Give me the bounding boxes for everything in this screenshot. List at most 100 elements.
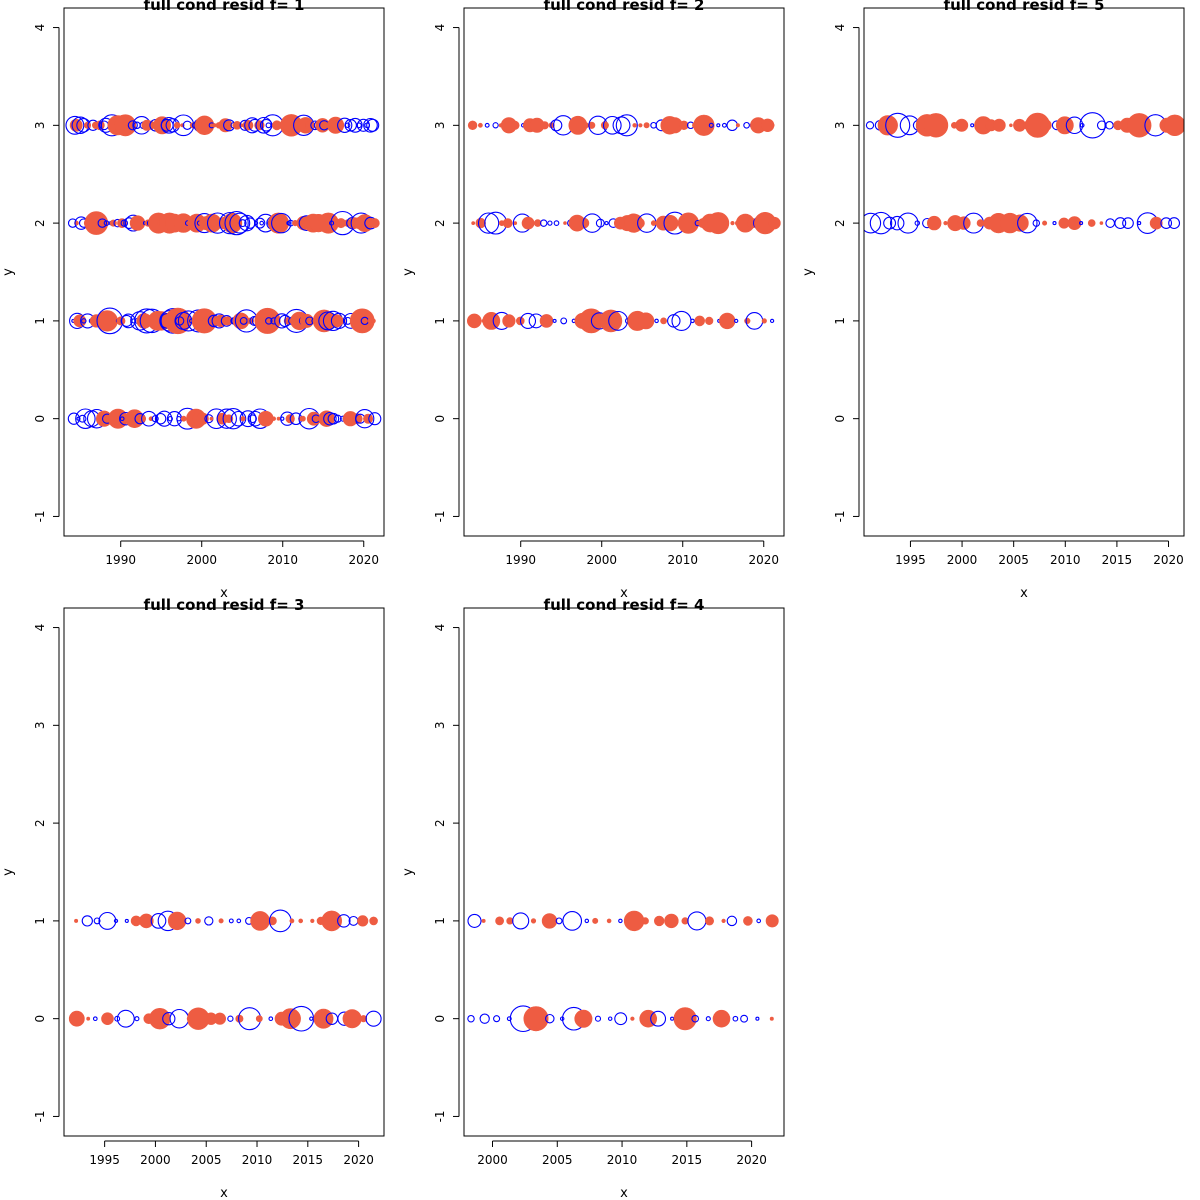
negative-residual-point	[670, 1016, 675, 1021]
positive-residual-point	[1126, 113, 1152, 138]
positive-residual-point	[359, 1015, 368, 1023]
negative-residual-point	[594, 1015, 602, 1022]
negative-residual-point	[327, 412, 340, 425]
marker-group	[68, 909, 382, 1032]
x-tick-label: 1990	[505, 553, 536, 567]
negative-residual-point	[81, 915, 93, 927]
negative-residual-point	[344, 122, 351, 129]
y-axis-label: y	[401, 268, 416, 276]
positive-residual-point	[222, 213, 243, 234]
negative-residual-point	[236, 918, 242, 924]
positive-residual-point	[254, 120, 265, 131]
negative-residual-point	[553, 220, 560, 226]
negative-residual-point	[1105, 121, 1114, 130]
positive-residual-point	[592, 917, 599, 924]
negative-residual-point	[584, 918, 590, 924]
positive-residual-point	[250, 911, 270, 931]
negative-residual-point	[492, 122, 499, 129]
chart-panel: full cond resid f= 1 1990 2000 2010 2020 x -1 0…	[1, 0, 385, 601]
negative-residual-point	[97, 218, 108, 228]
x-tick-label: 2010	[607, 1153, 638, 1167]
negative-residual-point	[690, 318, 695, 324]
negative-residual-point	[166, 411, 183, 427]
negative-residual-point	[154, 412, 167, 425]
negative-residual-point	[560, 317, 568, 325]
negative-residual-point	[355, 122, 362, 129]
positive-residual-point	[976, 219, 985, 227]
positive-residual-point	[541, 913, 558, 929]
plot-frame	[863, 7, 1185, 537]
positive-residual-point	[299, 415, 306, 422]
y-tick-label: 4	[433, 24, 447, 32]
y-tick-label: 3	[33, 722, 47, 730]
positive-residual-point	[86, 1016, 91, 1021]
positive-residual-point	[240, 416, 246, 422]
positive-residual-point	[533, 219, 542, 227]
negative-residual-point	[271, 212, 292, 234]
positive-residual-point	[599, 309, 623, 333]
x-tick-label: 2005	[542, 1153, 573, 1167]
x-tick-label: 2015	[672, 1153, 703, 1167]
y-tick-label: 3	[33, 122, 47, 130]
negative-residual-point	[248, 414, 257, 424]
x-tick-label: 1995	[89, 1153, 120, 1167]
positive-residual-point	[280, 1008, 301, 1030]
y-tick-label: 0	[33, 1015, 47, 1023]
negative-residual-point	[1114, 217, 1127, 230]
y-tick-label: 3	[433, 122, 447, 130]
positive-residual-point	[768, 216, 781, 230]
negative-residual-point	[479, 1013, 490, 1024]
y-tick-label: 0	[433, 415, 447, 423]
x-tick-label: 2020	[343, 1153, 374, 1167]
negative-residual-point	[726, 915, 738, 927]
x-tick-label: 2000	[140, 1153, 171, 1167]
chart-title: full cond resid f= 3	[144, 596, 305, 614]
negative-residual-point	[162, 1012, 176, 1026]
positive-residual-point	[1055, 116, 1074, 135]
negative-residual-point	[755, 1016, 760, 1021]
negative-residual-point	[484, 122, 490, 128]
plot-frame	[63, 607, 385, 1137]
negative-residual-point	[545, 1013, 555, 1024]
chart-panel: full cond resid f= 3 1995 2000 2005 2010 2015…	[1, 596, 385, 1200]
y-tick-label: 0	[33, 415, 47, 423]
x-tick-label: 2020	[748, 553, 779, 567]
positive-residual-point	[637, 312, 655, 330]
y-tick-label: -1	[33, 510, 47, 522]
positive-residual-point	[723, 221, 728, 226]
positive-residual-point	[502, 314, 516, 328]
negative-residual-point	[131, 318, 137, 324]
positive-residual-point	[632, 123, 637, 128]
negative-residual-point	[506, 1016, 512, 1022]
x-tick-label: 2000	[947, 553, 978, 567]
negative-residual-point	[1079, 112, 1106, 139]
y-tick-label: 1	[833, 317, 847, 325]
x-tick-label: 1995	[895, 553, 926, 567]
negative-residual-point	[368, 412, 382, 426]
negative-residual-point	[355, 409, 375, 429]
positive-residual-point	[467, 120, 478, 131]
negative-residual-point	[204, 916, 214, 926]
x-tick-label: 2010	[267, 553, 298, 567]
negative-residual-point	[156, 410, 173, 427]
y-tick-label: 2	[833, 219, 847, 227]
positive-residual-point	[634, 218, 645, 229]
negative-residual-point	[330, 312, 348, 330]
plot-frame	[463, 7, 785, 537]
y-tick-label: 1	[433, 317, 447, 325]
negative-residual-point	[134, 1016, 140, 1022]
positive-residual-point	[370, 318, 376, 324]
plot-frame	[63, 7, 385, 537]
negative-residual-point	[519, 312, 537, 329]
positive-residual-point	[101, 1012, 114, 1026]
y-tick-label: 1	[33, 317, 47, 325]
positive-residual-point	[195, 918, 201, 924]
negative-residual-point	[602, 115, 622, 135]
negative-residual-point	[1017, 212, 1038, 234]
x-axis-label: x	[220, 586, 228, 601]
positive-residual-point	[955, 118, 969, 132]
y-axis-label: y	[1, 868, 16, 876]
negative-residual-point	[743, 121, 750, 129]
positive-residual-point	[765, 914, 779, 928]
